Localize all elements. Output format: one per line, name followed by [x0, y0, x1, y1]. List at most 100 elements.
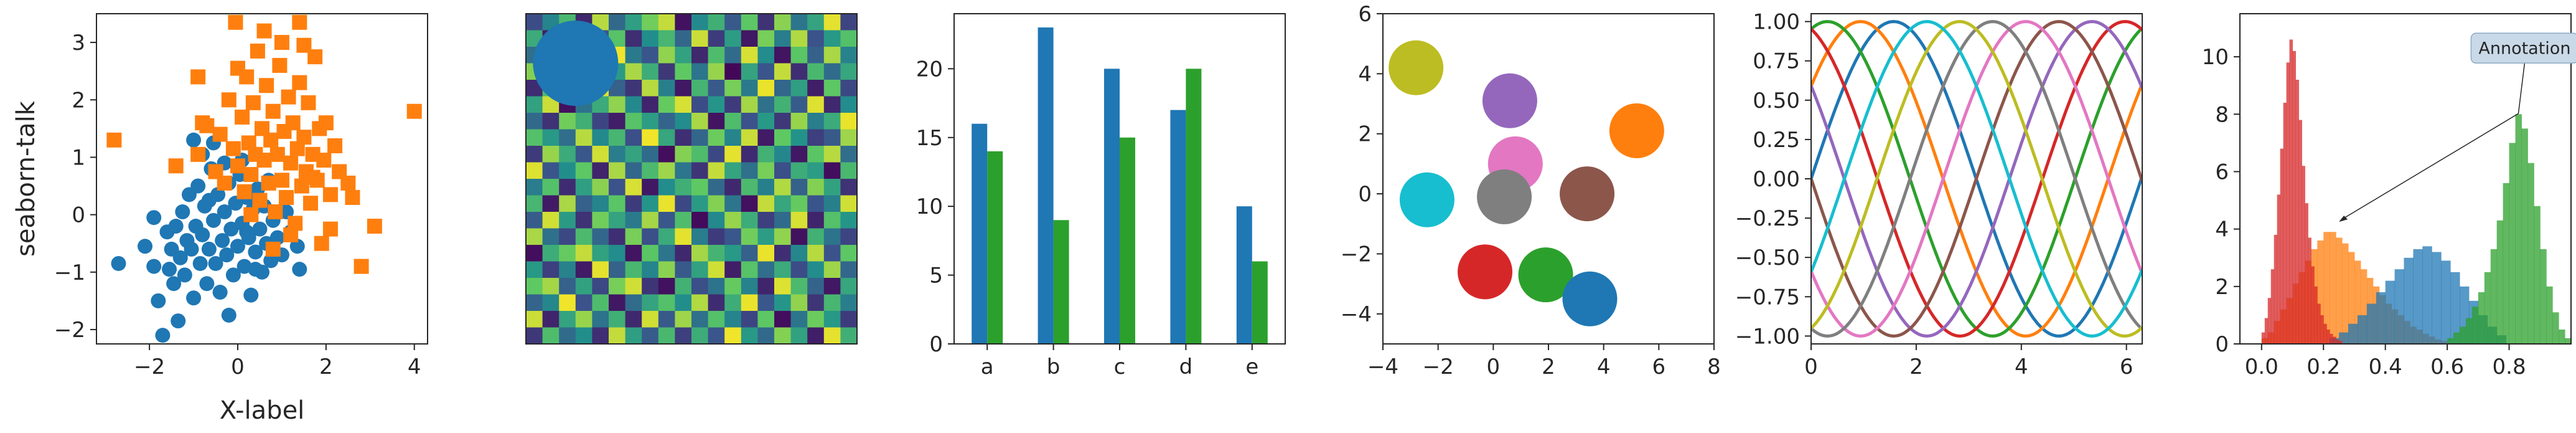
heatmap-cell [807, 294, 825, 312]
heatmap-cell [592, 327, 609, 345]
heatmap-cell [807, 96, 825, 113]
heatmap-cell [658, 179, 675, 196]
scatter-point [274, 173, 289, 188]
heatmap-cell [790, 113, 808, 130]
heatmap-cell [592, 113, 609, 130]
histogram-bar [2490, 249, 2498, 344]
heatmap-cell [526, 228, 543, 245]
scatter-point [208, 255, 223, 271]
heatmap-cell [691, 30, 709, 47]
heatmap-cell [625, 162, 642, 179]
histogram-bar [2460, 326, 2466, 344]
y-tick-label: 10 [916, 194, 943, 219]
heatmap-cell [658, 63, 675, 80]
heatmap-cell [823, 195, 841, 212]
heatmap-cell [575, 228, 592, 245]
heatmap-cell [625, 47, 642, 64]
scatter-point [190, 146, 206, 162]
heatmap-cell [774, 261, 792, 278]
heatmap-cell [840, 311, 858, 328]
circle-scatter-panel: −4 −2 0 2 4 6 8 −4 −2 0 2 4 6 [1341, 2, 1721, 379]
heatmap-cell [559, 294, 576, 312]
sine-line [1811, 20, 2142, 338]
scatter-point [318, 115, 334, 131]
heatmap-cell [609, 327, 626, 345]
heatmap-cell [757, 129, 775, 146]
heatmap-cell [741, 212, 758, 229]
y-tick-label: −1 [54, 260, 85, 285]
heatmap-cell [592, 278, 609, 295]
scatter-point [192, 255, 208, 271]
scatter-point [296, 130, 312, 145]
histogram-bar [2264, 318, 2269, 344]
heatmap-cell [658, 162, 675, 179]
scatter-point [184, 241, 199, 257]
scatter-circle [1560, 166, 1615, 222]
heatmap-cell [790, 14, 808, 31]
y-tick-label: 0 [1358, 182, 1372, 207]
y-tick-label: −0.25 [1735, 206, 1800, 231]
heatmap-cell [691, 14, 709, 31]
bar [987, 151, 1003, 345]
scatter-point [289, 239, 305, 254]
sine-line [1811, 20, 2142, 338]
heatmap-cell [724, 113, 742, 130]
scatter-point [322, 221, 338, 237]
histogram-bar [2447, 338, 2454, 344]
heatmap-cell [658, 245, 675, 262]
scatter-point [190, 69, 206, 85]
heatmap-cell [526, 212, 543, 229]
bar-chart-panel: a b c d e 0 5 10 15 20 [916, 13, 1286, 379]
heatmap-cell [691, 96, 709, 113]
scatter-point [292, 14, 307, 30]
heatmap-cell [609, 146, 626, 163]
heatmap-cell [675, 311, 692, 328]
heatmap-cell [642, 245, 659, 262]
x-tick-label: a [981, 354, 994, 379]
heatmap-cell [542, 113, 560, 130]
scatter-circle [1482, 73, 1537, 128]
histogram-bar [2323, 232, 2330, 344]
heatmap-cell [526, 278, 543, 295]
heatmap-cell [691, 129, 709, 146]
heatmap-cell [542, 228, 560, 245]
x-tick-label: 2 [1909, 354, 1923, 379]
heatmap-cell [559, 327, 576, 345]
scatter-point [225, 267, 241, 283]
heatmap-cell [708, 146, 725, 163]
heatmap-cell [724, 47, 742, 64]
heatmap-cell [840, 129, 858, 146]
y-tick-label: 2 [72, 88, 85, 113]
heatmap-panel [525, 13, 858, 345]
histogram-bar [2348, 323, 2358, 344]
scatter-point [106, 132, 122, 148]
heatmap-cell [559, 278, 576, 295]
heatmap-cell [708, 311, 725, 328]
scatter-point [171, 313, 186, 329]
scatter-point [367, 219, 382, 234]
heatmap-cell [708, 261, 725, 278]
scatter-point [354, 259, 369, 274]
heatmap-cell [840, 30, 858, 47]
heatmap-cell [592, 179, 609, 196]
heatmap-cell [807, 47, 825, 64]
heatmap-cell [658, 113, 675, 130]
x-tick-label: 0 [231, 354, 245, 379]
heatmap-cell [807, 30, 825, 47]
x-tick-label: 8 [1707, 354, 1721, 379]
histogram-bar [2289, 39, 2293, 344]
heatmap-cell [790, 311, 808, 328]
heatmap-cell [691, 47, 709, 64]
heatmap-cell [724, 96, 742, 113]
heatmap-cell [691, 311, 709, 328]
y-tick-label: 0.00 [1753, 167, 1800, 192]
heatmap-cell [840, 261, 858, 278]
scatter-point [305, 169, 321, 185]
heatmap-cell [790, 327, 808, 345]
heatmap-cell [675, 294, 692, 312]
x-tick-label: 4 [1597, 354, 1611, 379]
heatmap-cell [840, 96, 858, 113]
histogram-bar [2540, 249, 2547, 344]
plot-area [1389, 40, 1664, 326]
heatmap-cell [642, 146, 659, 163]
